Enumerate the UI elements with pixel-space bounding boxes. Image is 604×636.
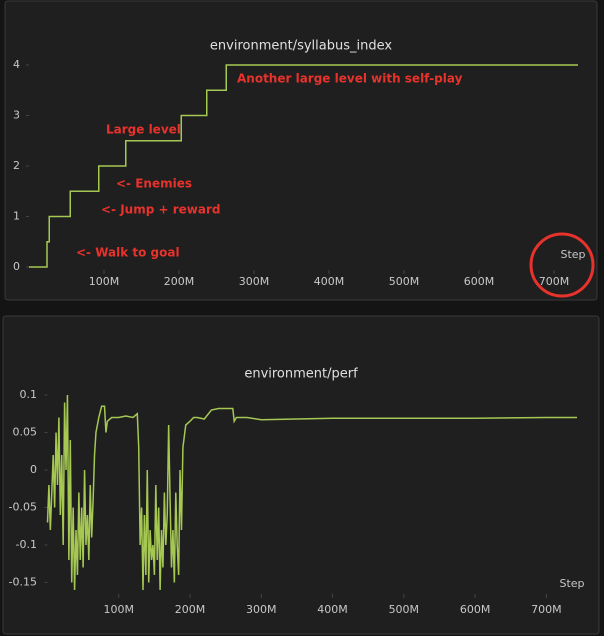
y-tick-label: -0.15	[9, 576, 37, 589]
x-tick-label: 700M	[539, 275, 570, 288]
x-tick-label: 200M	[175, 603, 206, 616]
data-line	[29, 64, 578, 268]
x-tick-label: 100M	[104, 603, 135, 616]
y-tick-label: 0.1	[20, 388, 38, 401]
annotation: Large level	[106, 123, 181, 137]
chart-title: environment/syllabus_index	[210, 39, 392, 54]
annotation: <- Jump + reward	[101, 203, 220, 217]
x-tick-label: 200M	[164, 275, 195, 288]
x-tick-label: 700M	[531, 603, 562, 616]
y-tick-label: 3	[13, 109, 20, 122]
x-tick-label: 500M	[389, 275, 420, 288]
y-tick-label: 0	[30, 463, 37, 476]
y-tick-label: 1	[13, 210, 20, 223]
x-tick-label: 400M	[317, 603, 348, 616]
y-tick-label: 4	[13, 58, 20, 71]
x-tick-label: 100M	[89, 275, 120, 288]
x-axis-label: Step	[559, 577, 584, 590]
y-tick-label: -0.1	[16, 538, 37, 551]
y-tick-label: -0.05	[9, 501, 37, 514]
annotation: Another large level with self-play	[237, 72, 463, 86]
x-tick-label: 600M	[464, 275, 495, 288]
y-tick-label: 2	[13, 159, 20, 172]
panel	[2, 315, 600, 635]
y-tick-label: 0.05	[13, 426, 38, 439]
x-axis-label: Step	[560, 248, 585, 261]
x-tick-label: 300M	[246, 603, 277, 616]
annotation: <- Walk to goal	[76, 246, 180, 260]
highlight-circle	[529, 232, 595, 298]
annotation: <- Enemies	[116, 177, 192, 191]
chart-title: environment/perf	[244, 367, 358, 382]
data-line	[46, 394, 577, 591]
x-tick-label: 300M	[239, 275, 270, 288]
x-tick-label: 500M	[389, 603, 420, 616]
x-tick-label: 600M	[460, 603, 491, 616]
x-tick-label: 400M	[314, 275, 345, 288]
panel	[4, 0, 598, 301]
y-tick-label: 0	[13, 260, 20, 273]
